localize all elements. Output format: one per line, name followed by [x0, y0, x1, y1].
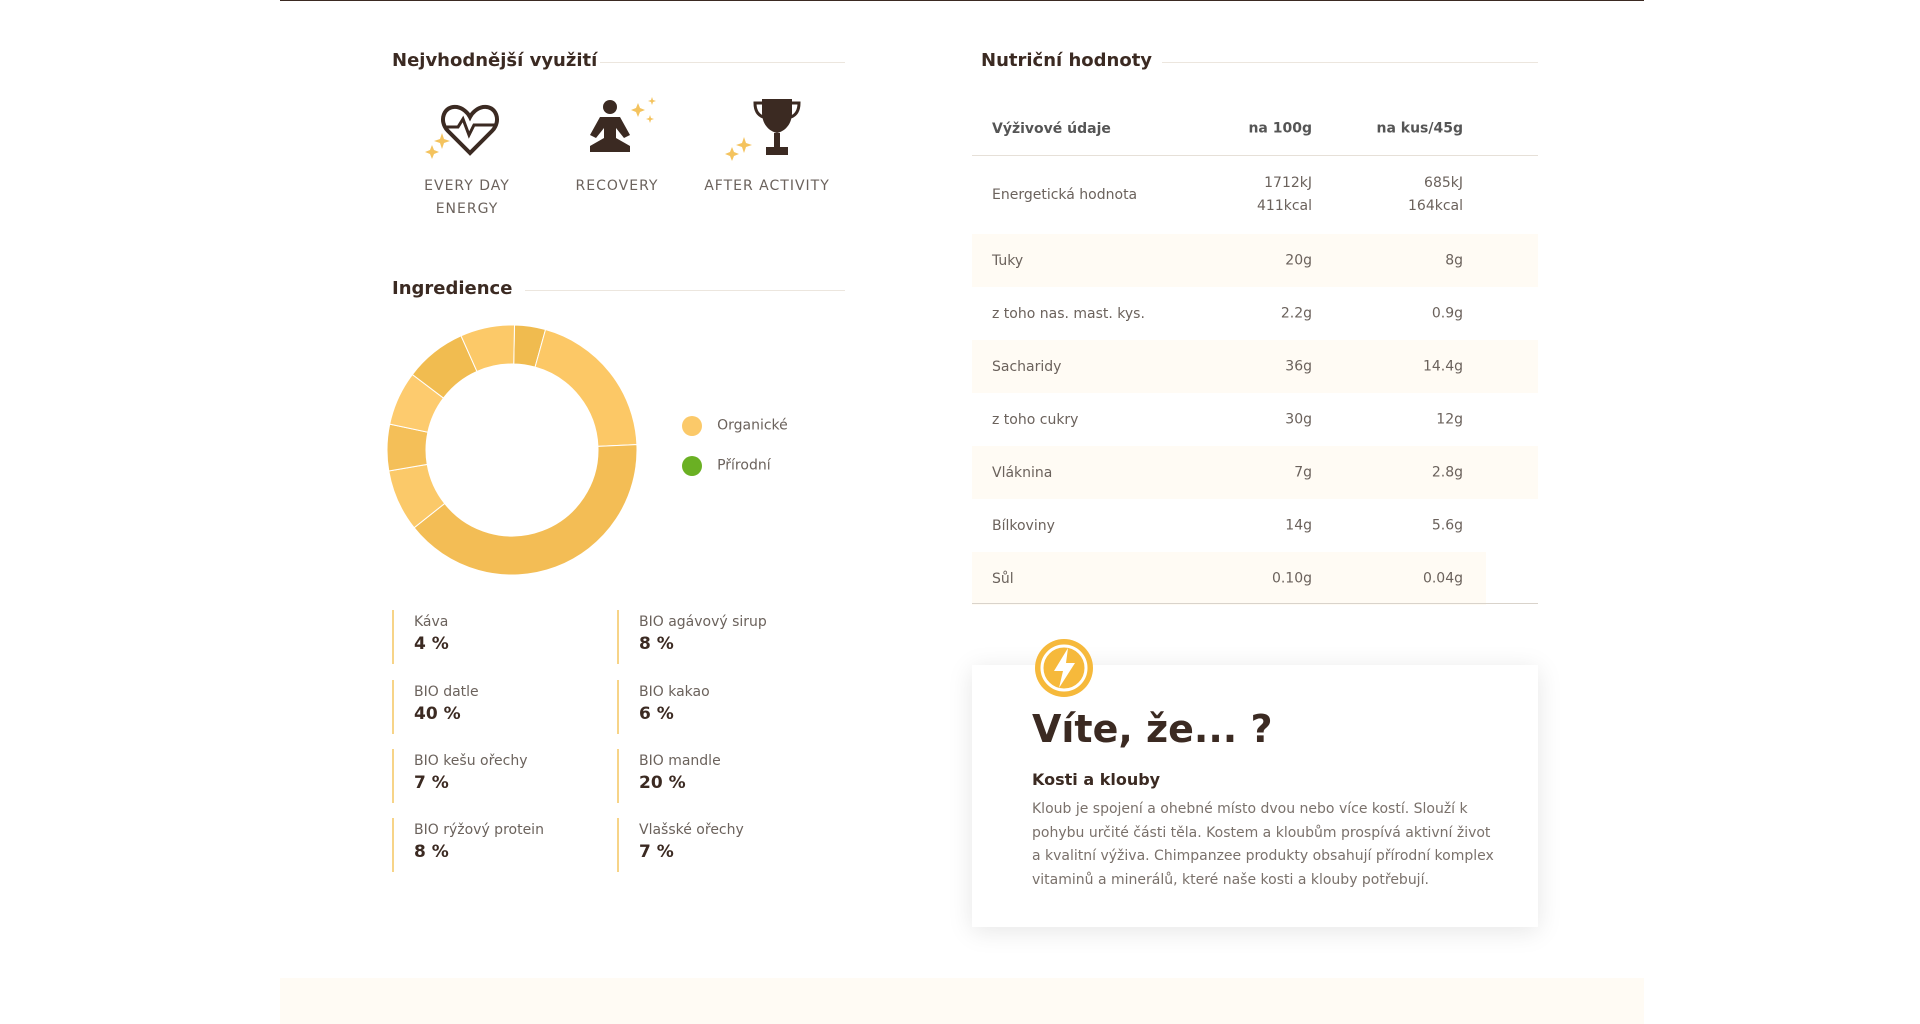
legend-dot-natural [682, 455, 702, 476]
ingredient-percent: 20 % [639, 773, 686, 793]
row-value-piece: 2.8g [1431, 464, 1463, 480]
table-row: Sůl 0.10g 0.04g [972, 552, 1486, 605]
row-value-100g: 20g [1285, 252, 1312, 268]
ingredients-title-rule [525, 290, 845, 291]
ingredient-item: BIO kakao 6 % [617, 680, 817, 734]
row-value-piece: 12g [1436, 411, 1463, 427]
header-nutrient: Výživové údaje [992, 121, 1111, 137]
ingredient-percent: 7 % [414, 773, 449, 793]
row-value-piece: 685kJ 164kcal [1408, 172, 1463, 218]
heartbeat-icon [425, 104, 499, 159]
usage-item-recovery: RECOVERY [542, 95, 692, 198]
energy-kj-piece: 685kJ [1424, 175, 1463, 191]
row-label: Sacharidy [992, 358, 1062, 375]
row-value-100g: 36g [1285, 358, 1312, 374]
ingredient-name: BIO rýžový protein [414, 822, 544, 838]
ingredient-item: BIO datle 40 % [392, 680, 592, 734]
ingredient-item: Vlašské ořechy 7 % [617, 818, 817, 872]
ingredient-name: BIO mandle [639, 753, 721, 769]
header-per-100g: na 100g [1248, 120, 1312, 137]
table-row: Energetická hodnota 1712kJ 411kcal 685kJ… [972, 156, 1538, 234]
row-label: Energetická hodnota [992, 187, 1138, 203]
ingredient-name: Káva [414, 614, 449, 630]
legend-label: Přírodní [717, 457, 771, 474]
header-divider [280, 0, 1644, 1]
fact-text: Kloub je spojení a ohebné místo dvou neb… [1032, 801, 1494, 888]
usage-label: RECOVERY [575, 178, 659, 194]
row-value-piece: 0.04g [1422, 570, 1463, 586]
donut-segment-bio-mandle [534, 328, 637, 447]
header-per-piece: na kus/45g [1376, 120, 1463, 137]
nutrition-table: Výživové údaje na 100g na kus/45g Energe… [972, 103, 1538, 605]
row-label: Vláknina [992, 464, 1053, 481]
footer-band [280, 978, 1644, 1024]
energy-kj-100g: 1712kJ [1264, 175, 1312, 191]
legend-dot-organic [682, 415, 702, 436]
ingredient-percent: 7 % [639, 842, 674, 862]
table-bottom-rule [972, 603, 1538, 604]
row-value-100g: 0.10g [1271, 570, 1312, 586]
ingredients-donut-chart [387, 325, 637, 575]
ingredient-percent: 6 % [639, 704, 674, 724]
ingredient-item: Káva 4 % [392, 610, 592, 664]
row-value-piece: 8g [1445, 252, 1463, 268]
row-label: Bílkoviny [992, 517, 1055, 534]
donut-segment-bio-datle [413, 444, 637, 575]
energy-kcal-piece: 164kcal [1408, 198, 1463, 214]
ingredient-name: Vlašské ořechy [639, 822, 744, 838]
ingredient-percent: 40 % [414, 704, 461, 724]
ingredient-name: BIO agávový sirup [639, 614, 767, 630]
donut-segments [387, 325, 637, 575]
ingredient-name: BIO kešu ořechy [414, 753, 528, 769]
table-row: Bílkoviny 14g 5.6g [972, 499, 1538, 552]
row-value-100g: 7g [1294, 464, 1312, 480]
row-value-piece: 0.9g [1431, 305, 1463, 321]
legend-item-natural: Přírodní [682, 455, 771, 476]
row-value-piece: 5.6g [1431, 517, 1463, 533]
usage-item-after-activity: AFTER ACTIVITY [692, 95, 842, 198]
ingredient-item: BIO mandle 20 % [617, 749, 817, 803]
lightning-icon [1035, 639, 1093, 697]
meditation-icon [590, 97, 656, 152]
trophy-icon [725, 99, 801, 161]
ingredient-name: BIO kakao [639, 684, 710, 700]
row-label: Sůl [992, 570, 1014, 587]
legend-label: Organické [717, 417, 788, 434]
usage-label: AFTER ACTIVITY [704, 178, 830, 194]
nutrition-title-rule [1162, 62, 1538, 63]
ingredient-percent: 8 % [639, 634, 674, 654]
table-row: Vláknina 7g 2.8g [972, 446, 1538, 499]
ingredient-percent: 8 % [414, 842, 449, 862]
table-row: z toho nas. mast. kys. 2.2g 0.9g [972, 287, 1538, 340]
table-row: z toho cukry 30g 12g [972, 393, 1538, 446]
fact-card: Víte, že... ? Kosti a klouby Kloub je sp… [972, 639, 1538, 927]
row-label: z toho nas. mast. kys. [992, 305, 1145, 322]
usage-title-rule [600, 62, 845, 63]
ingredients-title: Ingredience [392, 278, 513, 299]
row-label: Tuky [992, 252, 1024, 269]
row-value-100g: 30g [1285, 411, 1312, 427]
usage-item-energy: EVERY DAY ENERGY [392, 95, 542, 221]
ingredient-percent: 4 % [414, 634, 449, 654]
fact-heading: Víte, že... ? [1032, 707, 1273, 751]
usage-label: EVERY DAY ENERGY [424, 178, 510, 217]
ingredient-name: BIO datle [414, 684, 479, 700]
row-value-100g: 1712kJ 411kcal [1257, 172, 1312, 218]
table-row: Sacharidy 36g 14.4g [972, 340, 1538, 393]
table-header: Výživové údaje na 100g na kus/45g [972, 103, 1538, 156]
ingredient-item: BIO agávový sirup 8 % [617, 610, 817, 664]
ingredient-item: BIO rýžový protein 8 % [392, 818, 592, 872]
ingredient-item: BIO kešu ořechy 7 % [392, 749, 592, 803]
legend-item-organic: Organické [682, 415, 788, 436]
row-value-100g: 2.2g [1280, 305, 1312, 321]
donut-segment-vla-sk-o-echy [460, 325, 516, 373]
row-value-100g: 14g [1285, 517, 1312, 533]
energy-kcal-100g: 411kcal [1257, 198, 1312, 214]
nutrition-title: Nutriční hodnoty [981, 50, 1153, 71]
row-label: z toho cukry [992, 411, 1079, 428]
table-row: Tuky 20g 8g [972, 234, 1538, 287]
row-value-piece: 14.4g [1422, 358, 1463, 374]
usage-title: Nejvhodnější využití [392, 50, 598, 71]
fact-subheading: Kosti a klouby [1032, 770, 1161, 789]
